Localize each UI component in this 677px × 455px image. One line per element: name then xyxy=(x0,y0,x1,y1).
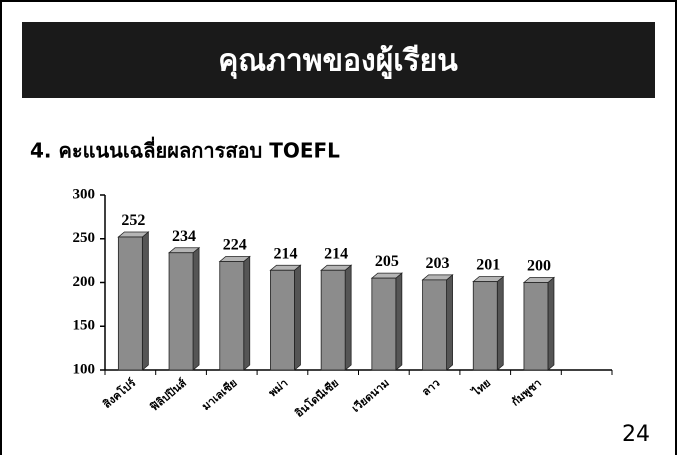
data-label: 203 xyxy=(426,255,450,272)
bar-top xyxy=(320,264,353,271)
data-label: 205 xyxy=(375,253,399,270)
bar-side xyxy=(395,272,403,371)
y-tick-label: 300 xyxy=(73,186,96,202)
bar-side xyxy=(446,274,453,371)
bar-side xyxy=(294,264,301,371)
data-label: 234 xyxy=(172,228,196,245)
bar xyxy=(168,252,194,371)
bar-top xyxy=(522,277,556,283)
data-label: 201 xyxy=(476,257,500,274)
y-tick-label: 250 xyxy=(73,230,96,246)
bar-side xyxy=(243,255,251,371)
bar xyxy=(523,282,549,371)
slide-title: คุณภาพของผู้เรียน xyxy=(218,44,458,80)
bar-top xyxy=(117,231,150,238)
bar xyxy=(270,269,295,371)
data-label: 200 xyxy=(527,258,551,275)
page-number: 24 xyxy=(622,422,650,447)
y-tick-label: 150 xyxy=(73,318,96,334)
bar-side xyxy=(141,231,149,371)
bar-top xyxy=(370,272,403,279)
title-bar xyxy=(22,22,655,98)
data-label: 252 xyxy=(121,212,145,229)
bar xyxy=(320,269,346,371)
bar-top xyxy=(167,247,201,254)
y-tick-label: 200 xyxy=(73,274,96,290)
bar-side xyxy=(547,276,555,371)
data-label: 214 xyxy=(273,245,297,262)
data-label: 224 xyxy=(223,237,247,254)
bar-top xyxy=(269,264,302,271)
bar xyxy=(422,279,447,371)
bar-side xyxy=(344,264,352,371)
bar-side xyxy=(496,275,504,371)
bar xyxy=(117,236,143,371)
bar-side xyxy=(192,246,200,371)
y-tick-label: 100 xyxy=(73,361,96,377)
chart-title: 4. คะแนนเฉลี่ยผลการสอบ TOEFL xyxy=(30,136,340,163)
bar-top xyxy=(218,256,251,262)
bar xyxy=(371,277,397,371)
bar xyxy=(472,281,498,371)
data-label: 214 xyxy=(324,245,348,262)
bar-top xyxy=(472,276,505,283)
bar-top xyxy=(421,274,454,281)
bar xyxy=(219,261,245,371)
